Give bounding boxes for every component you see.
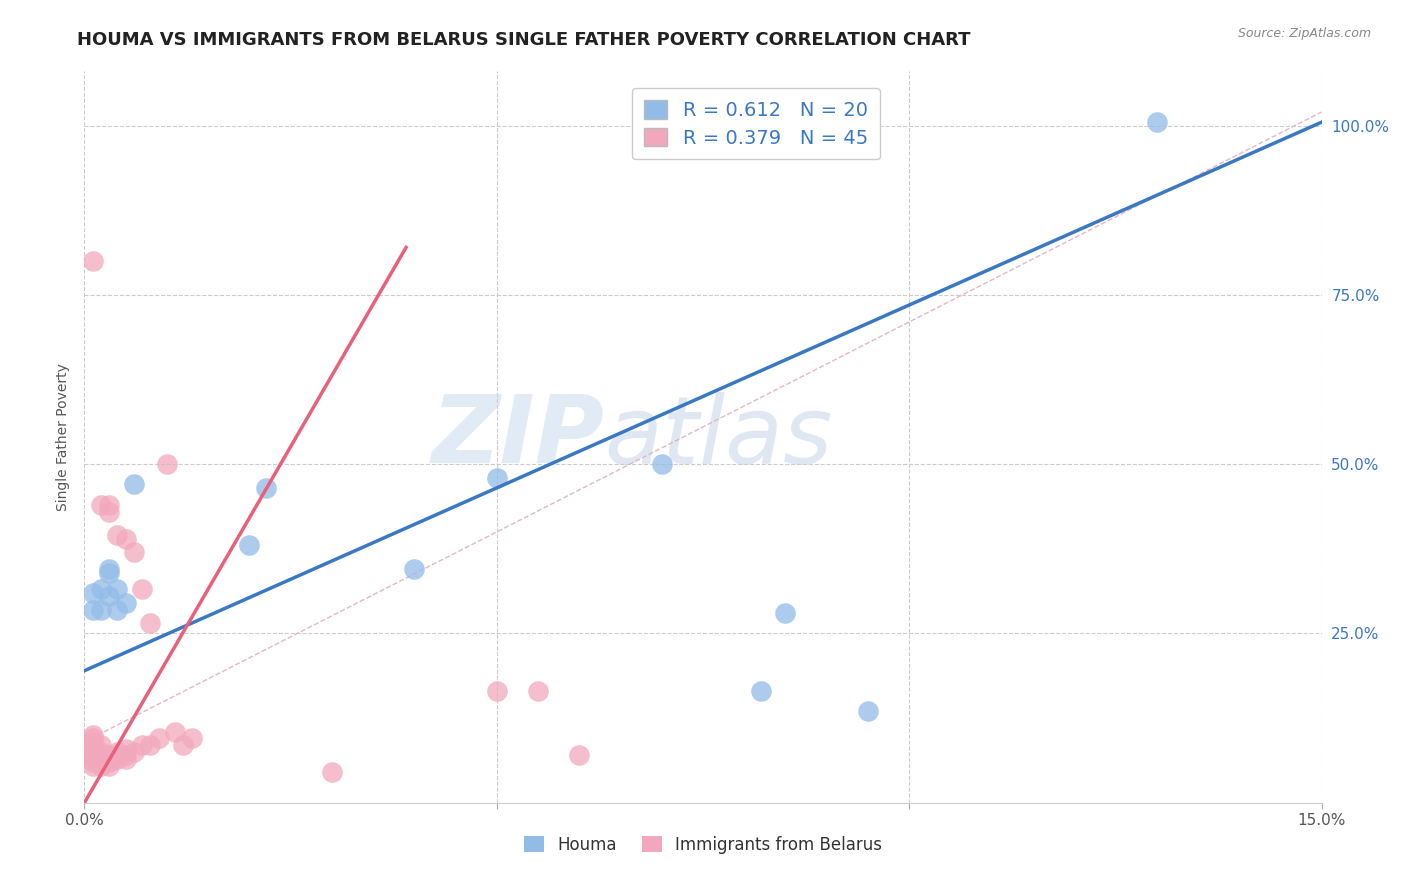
Point (131, 738, 153, 752)
Point (404, 562, 426, 576)
Point (98, 498, 121, 512)
Point (82, 752, 104, 766)
Point (485, 471, 508, 485)
Point (485, 684, 508, 698)
Point (98, 566, 121, 580)
Legend: Houma, Immigrants from Belarus: Houma, Immigrants from Belarus (517, 829, 889, 860)
Point (114, 532, 136, 546)
Point (82, 735, 104, 749)
Text: ZIP: ZIP (432, 391, 605, 483)
Point (98, 589, 121, 603)
Point (90, 603, 112, 617)
Point (114, 748, 136, 763)
Point (122, 745, 145, 759)
Point (139, 616, 162, 631)
Point (114, 596, 136, 610)
Point (90, 755, 112, 769)
Point (82, 758, 104, 772)
Point (82, 748, 104, 763)
Point (82, 586, 104, 600)
Point (122, 477, 145, 491)
Point (122, 545, 145, 559)
Point (131, 582, 153, 597)
Point (98, 755, 121, 769)
Point (98, 505, 121, 519)
Point (114, 752, 136, 766)
Point (105, 528, 128, 542)
Text: HOUMA VS IMMIGRANTS FROM BELARUS SINGLE FATHER POVERTY CORRELATION CHART: HOUMA VS IMMIGRANTS FROM BELARUS SINGLE … (77, 31, 970, 49)
Point (254, 481, 277, 495)
Point (82, 254, 104, 268)
Point (856, 705, 879, 719)
Point (98, 562, 121, 576)
Point (105, 582, 128, 597)
Point (105, 745, 128, 759)
Text: atlas: atlas (605, 392, 832, 483)
Point (90, 748, 112, 763)
Point (82, 738, 104, 752)
Point (180, 731, 202, 746)
Point (90, 738, 112, 752)
Point (98, 748, 121, 763)
Point (82, 731, 104, 746)
Point (651, 457, 673, 471)
Point (82, 755, 104, 769)
Point (98, 752, 121, 766)
Point (90, 745, 112, 759)
Point (165, 724, 187, 739)
Point (568, 748, 591, 763)
Point (105, 603, 128, 617)
Y-axis label: Single Father Poverty: Single Father Poverty (56, 363, 70, 511)
Point (82, 603, 104, 617)
Point (148, 731, 170, 746)
Point (321, 765, 343, 780)
Point (105, 752, 128, 766)
Point (749, 684, 772, 698)
Point (238, 538, 260, 552)
Point (139, 738, 162, 752)
Point (156, 457, 179, 471)
Point (114, 741, 136, 756)
Point (90, 752, 112, 766)
Point (98, 758, 121, 772)
Point (82, 745, 104, 759)
Point (90, 582, 112, 597)
Point (90, 498, 112, 512)
Point (90, 758, 112, 772)
Text: Source: ZipAtlas.com: Source: ZipAtlas.com (1237, 27, 1371, 40)
Point (82, 728, 104, 742)
Point (1146, 115, 1168, 129)
Point (527, 684, 550, 698)
Point (172, 738, 194, 752)
Point (775, 606, 797, 620)
